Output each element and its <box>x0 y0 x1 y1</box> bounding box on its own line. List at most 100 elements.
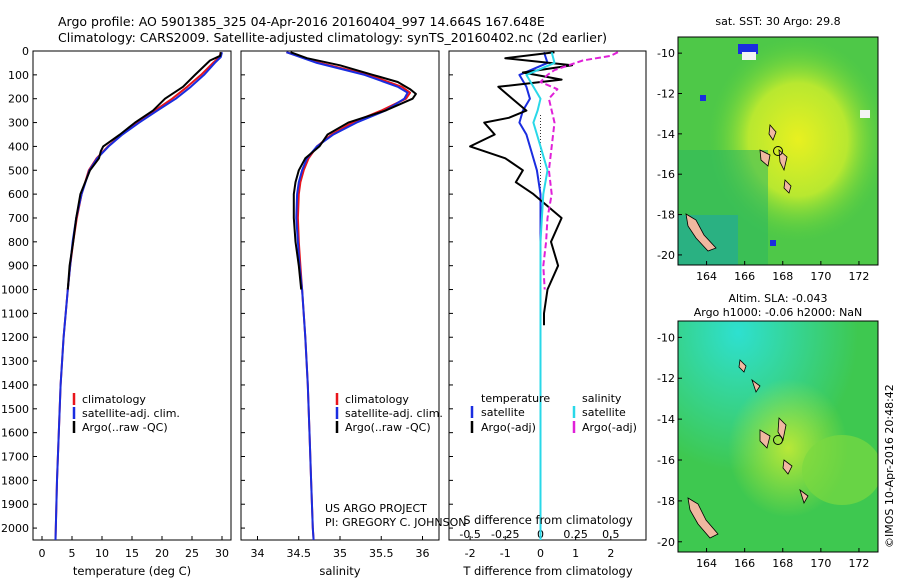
depth-tick-label: 900 <box>8 260 29 273</box>
lat-tick-label: -18 <box>657 495 675 508</box>
lat-tick-label: -14 <box>657 128 675 141</box>
sst-map-frame <box>677 36 879 266</box>
t-difference-tick-label: -2 <box>465 547 476 560</box>
depth-tick-label: 1100 <box>1 307 29 320</box>
salinity-legend: climatology satellite-adj. clim. Argo(..… <box>335 393 443 434</box>
depth-tick-label: 1900 <box>1 498 29 511</box>
salinity-tick-label: 34 <box>251 547 265 560</box>
sst-cloud-patch <box>770 240 776 246</box>
salinity-tick-label: 36 <box>416 547 430 560</box>
legend-label-t-argo: Argo(-adj) <box>481 421 536 434</box>
sst-cloud-patch <box>738 44 758 54</box>
t-difference-tick-label: -1 <box>500 547 511 560</box>
depth-tick-label: 1800 <box>1 474 29 487</box>
lon-tick-label: 168 <box>772 270 793 283</box>
depth-tick-label: 200 <box>8 93 29 106</box>
depth-tick-label: 1700 <box>1 451 29 464</box>
temperature-tick-label: 5 <box>69 547 76 560</box>
t-difference-tick-label: 2 <box>607 547 614 560</box>
lon-tick-label: 170 <box>810 270 831 283</box>
series-satellite-adj-clim- <box>54 51 223 541</box>
legend-label-argo: Argo(..raw -QC) <box>82 421 168 434</box>
temperature-tick-label: 15 <box>125 547 139 560</box>
depth-tick-label: 1000 <box>1 284 29 297</box>
imos-timestamp: ©IMOS 10-Apr-2016 20:48:42 <box>883 384 896 548</box>
lon-tick-label: 172 <box>848 270 869 283</box>
depth-tick-label: 500 <box>8 164 29 177</box>
temperature-tick-label: 25 <box>185 547 199 560</box>
salinity-axis-label: salinity <box>319 564 360 578</box>
series-argo-raw-qc- <box>66 52 222 290</box>
depth-tick-label: 700 <box>8 212 29 225</box>
lat-tick-label: -16 <box>657 168 675 181</box>
s-difference-axis-label: S difference from climatology <box>463 513 633 527</box>
sla-map-title-line2: Argo h1000: -0.06 h2000: NaN <box>694 306 863 319</box>
s-difference-tick-label: -0.25 <box>491 528 519 541</box>
depth-tick-label: 0 <box>22 45 29 58</box>
sla-high-patch <box>802 435 878 505</box>
depth-axis: 0 100 200 300 400 500 600 700 800 900 1000 1100 1200… <box>1 45 453 535</box>
lat-tick-label: -14 <box>657 413 675 426</box>
legend-label-argo: Argo(..raw -QC) <box>345 421 431 434</box>
depth-tick-label: 1500 <box>1 403 29 416</box>
t-difference-tick-label: 0 <box>537 547 544 560</box>
lon-tick-label: 172 <box>848 557 869 570</box>
series-salinity-satellite <box>525 51 556 540</box>
depth-tick-label: 800 <box>8 236 29 249</box>
island-landmass <box>685 124 792 252</box>
series-argo-raw-qc- <box>290 51 417 290</box>
lat-tick-label: -18 <box>657 209 675 222</box>
difference-legend: temperature satellite Argo(-adj) salinit… <box>470 392 637 434</box>
temperature-axis-label: temperature (deg C) <box>73 564 191 578</box>
depth-tick-label: 1400 <box>1 379 29 392</box>
series-satellite-adj-clim- <box>286 51 409 541</box>
legend-label-climatology: climatology <box>82 393 146 406</box>
temperature-tick-label: 30 <box>215 547 229 560</box>
depth-tick-label: 2000 <box>1 522 29 535</box>
series-climatology <box>54 51 222 541</box>
sst-cloud-patch <box>860 110 870 118</box>
sst-map-ticks: 164 166 168 170 172 -10 -12 -14 -16 -18 -20 <box>657 47 869 283</box>
series-salinity-argo-adj- <box>539 51 619 290</box>
temperature-tick-label: 0 <box>39 547 46 560</box>
lat-tick-label: -10 <box>657 47 675 60</box>
legend-label-t-satellite: satellite <box>481 406 525 419</box>
salinity-tick-label: 34.5 <box>287 547 312 560</box>
s-difference-tick-label: -0.5 <box>459 528 480 541</box>
depth-tick-label: 1300 <box>1 355 29 368</box>
depth-tick-label: 1200 <box>1 331 29 344</box>
lat-tick-label: -12 <box>657 87 675 100</box>
axis-ticks: 0 5 10 15 20 25 30 34 34.5 35 35.5 36 -2 -1 0 1 2 -0.5 -0.… <box>39 115 620 560</box>
sst-cloud-patch <box>742 52 756 60</box>
legend-label-s-satellite: satellite <box>582 406 626 419</box>
sst-map <box>678 37 878 265</box>
series-temperature-argo-adj- <box>469 51 574 326</box>
depth-tick-label: 300 <box>8 117 29 130</box>
depth-tick-label: 1600 <box>1 427 29 440</box>
figure-title-line1: Argo profile: AO 5901385_325 04-Apr-2016… <box>58 14 545 29</box>
sst-map-title: sat. SST: 30 Argo: 29.8 <box>715 15 840 28</box>
salinity-tick-label: 35 <box>333 547 347 560</box>
s-difference-tick-label: 0.25 <box>563 528 588 541</box>
lon-tick-label: 166 <box>734 270 755 283</box>
salinity-panel <box>240 50 440 541</box>
figure-title-line2: Climatology: CARS2009. Satellite-adjuste… <box>58 30 607 45</box>
salinity-tick-label: 35.5 <box>369 547 394 560</box>
temperature-tick-label: 20 <box>155 547 169 560</box>
legend-label-satellite: satellite-adj. clim. <box>82 407 180 420</box>
sla-map-ticks: 164 166 168 170 172 -10 -12 -14 -16 -18 -20 <box>657 331 869 570</box>
lon-tick-label: 170 <box>810 557 831 570</box>
argo-position-marker <box>773 435 783 445</box>
legend-label-satellite: satellite-adj. clim. <box>345 407 443 420</box>
difference-panel <box>448 50 647 541</box>
lon-tick-label: 166 <box>734 557 755 570</box>
legend-label-s-argo: Argo(-adj) <box>582 421 637 434</box>
lat-tick-label: -20 <box>657 536 675 549</box>
lat-tick-label: -10 <box>657 331 675 344</box>
lat-tick-label: -20 <box>657 249 675 262</box>
lon-tick-label: 164 <box>696 270 717 283</box>
lat-tick-label: -16 <box>657 454 675 467</box>
t-difference-axis-label: T difference from climatology <box>462 564 633 578</box>
depth-tick-label: 600 <box>8 188 29 201</box>
